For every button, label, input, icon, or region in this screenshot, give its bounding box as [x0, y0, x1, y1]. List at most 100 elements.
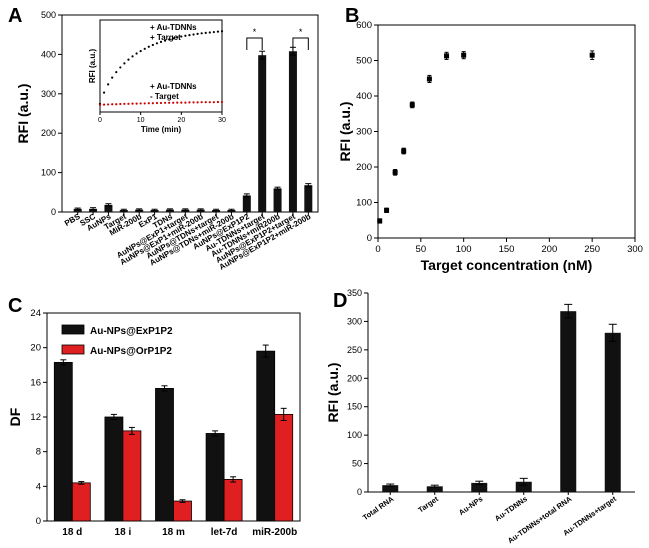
- panel-d-ytick-label: 350: [347, 288, 362, 298]
- panel-c-ytick-label: 12: [30, 412, 41, 423]
- inset-point-with-target: [216, 30, 220, 33]
- inset-point-with-target: [147, 45, 150, 48]
- panel-a-significance-bracket: [246, 37, 263, 50]
- inset-point-without-target: [127, 102, 130, 105]
- inset-point-without-target: [188, 101, 191, 104]
- panel-c-bar-orp1p2: [122, 430, 142, 522]
- inset-legend-lower-line1: + Au-TDNNs: [150, 82, 197, 91]
- panel-a-ytick-label: 300: [41, 89, 56, 99]
- panel-c-bar-orp1p2: [71, 482, 91, 522]
- inset-point-with-target: [168, 38, 171, 41]
- panel-c-bar-exp1p2: [205, 433, 225, 522]
- inset-point-with-target: [192, 33, 195, 36]
- panel-d-bar: [604, 332, 621, 492]
- inset-point-without-target: [151, 102, 154, 105]
- panel-c-xtick-label: 18 d: [62, 527, 82, 538]
- inset-point-without-target: [220, 100, 224, 104]
- panel-b-point: [392, 169, 398, 175]
- panel-a-bar: [73, 208, 82, 212]
- panel-label-d: D: [333, 290, 347, 312]
- legend-swatch-exp1p2: [61, 324, 85, 335]
- panel-a-bar: [304, 185, 313, 212]
- inset-point-without-target: [208, 101, 211, 104]
- panel-b-xtick-label: 200: [541, 244, 557, 255]
- panel-label-c: C: [8, 295, 22, 317]
- panel-a-frame: [61, 14, 319, 213]
- panel-d-xtick-label: Total RNA: [361, 494, 396, 522]
- panel-d-ytick-label: 200: [347, 373, 362, 383]
- panel-label-a: A: [8, 5, 22, 27]
- panel-d-xtick-label: Au-NPs: [457, 494, 484, 517]
- inset-point-with-target: [127, 58, 130, 61]
- inset-point-with-target: [196, 32, 199, 36]
- legend-swatch-orp1p2: [61, 344, 85, 355]
- inset-point-without-target: [163, 101, 167, 104]
- panel-b-point: [589, 52, 595, 58]
- inset-point-without-target: [102, 103, 106, 106]
- panel-b-ylabel: RFI (a.u.): [337, 102, 353, 162]
- panel-a-significance-star: *: [253, 27, 257, 37]
- panel-a-ytick-label: 0: [51, 207, 56, 217]
- inset-point-with-target: [159, 40, 163, 43]
- panel-c-ytick-label: 16: [30, 377, 41, 388]
- inset-point-without-target: [139, 102, 142, 105]
- panel-c-bar-orp1p2: [173, 500, 192, 522]
- inset-point-with-target: [172, 37, 175, 40]
- panel-c-ylabel: DF: [7, 407, 23, 426]
- inset-point-with-target: [123, 62, 126, 65]
- panel-a-ytick-label: 400: [41, 49, 56, 59]
- inset-point-with-target: [188, 34, 191, 37]
- panel-d-ytick-label: 150: [347, 402, 362, 412]
- panel-d-ytick-label: 0: [357, 487, 362, 497]
- inset-point-without-target: [216, 100, 220, 104]
- inset-xlabel: Time (min): [141, 125, 182, 134]
- panel-b-point: [461, 52, 467, 58]
- inset-point-without-target: [180, 101, 183, 104]
- inset-xtick-label: 20: [177, 117, 185, 124]
- panel-b-frame: [377, 24, 636, 239]
- panel-a-bar: [242, 195, 251, 212]
- panel-c-xtick-label: 18 m: [162, 527, 185, 538]
- inset-point-without-target: [155, 101, 159, 105]
- inset-point-without-target: [168, 101, 171, 104]
- panel-c-bar-exp1p2: [53, 361, 73, 522]
- panel-a-bar: [104, 204, 113, 212]
- panel-b-xtick-label: 300: [627, 244, 643, 255]
- panel-b-xtick-label: 0: [375, 244, 380, 255]
- inset-point-without-target: [147, 102, 150, 105]
- inset-point-without-target: [98, 103, 102, 106]
- panel-b-xtick-label: 250: [584, 244, 600, 255]
- inset-point-without-target: [204, 101, 207, 104]
- panel-b-point: [426, 76, 432, 82]
- inset-point-with-target: [155, 42, 159, 45]
- panel-a-significance-star: *: [299, 27, 303, 37]
- panel-c-ytick-label: 8: [36, 447, 41, 458]
- inset-point-with-target: [111, 76, 114, 79]
- panel-b-point: [401, 148, 407, 154]
- inset-point-without-target: [111, 103, 114, 106]
- panel-d-bar: [382, 485, 399, 492]
- panel-d-ytick-label: 50: [352, 459, 362, 469]
- inset-point-with-target: [208, 31, 211, 34]
- inset-xtick-label: 30: [218, 117, 226, 124]
- panel-c-bar-exp1p2: [256, 350, 276, 522]
- inset-point-with-target: [212, 30, 215, 34]
- panel-label-b: B: [345, 5, 359, 27]
- panel-c-ytick-label: 20: [30, 343, 41, 354]
- panel-b-ytick-label: 300: [356, 127, 372, 138]
- panel-b-xtick-label: 150: [499, 244, 515, 255]
- inset-xtick-label: 10: [137, 117, 145, 124]
- inset-point-with-target: [184, 34, 187, 37]
- inset-xtick-label: 0: [98, 117, 102, 124]
- legend-label-exp1p2: Au-NPs@ExP1P2: [90, 326, 173, 337]
- inset-legend-lower-line2: - Target: [150, 92, 179, 101]
- panel-a-ylabel: RFI (a.u.): [15, 84, 31, 144]
- inset-point-with-target: [163, 39, 167, 42]
- panel-b-xlabel: Target concentration (nM): [421, 257, 593, 273]
- panel-d-bar: [471, 482, 488, 492]
- panel-c-ytick-label: 4: [36, 481, 41, 492]
- panel-b-point: [409, 102, 415, 108]
- panel-a-significance-bracket: [292, 37, 309, 50]
- panel-b-xtick-label: 100: [456, 244, 472, 255]
- inset-point-without-target: [192, 101, 195, 104]
